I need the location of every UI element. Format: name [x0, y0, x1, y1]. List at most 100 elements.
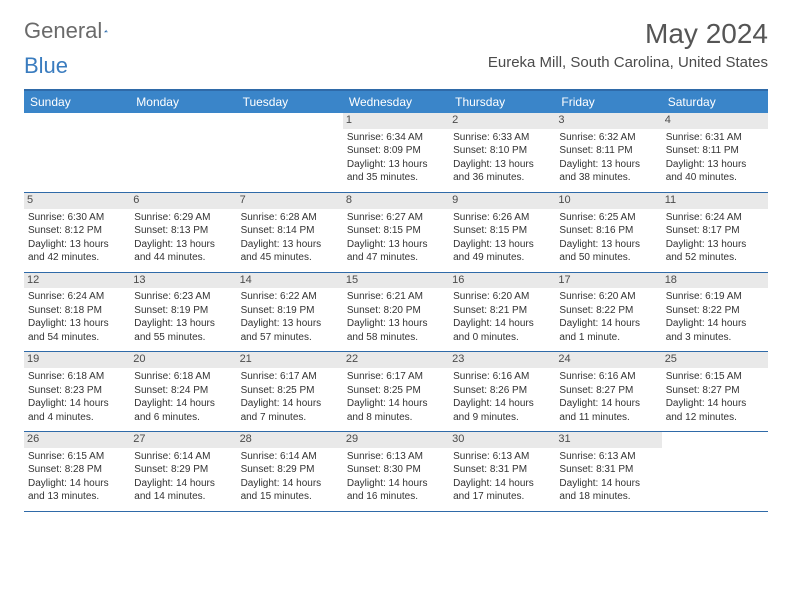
day-info-line: Sunset: 8:11 PM	[559, 145, 657, 158]
day-header: Sunday	[24, 91, 130, 113]
day-cell: 29Sunrise: 6:13 AMSunset: 8:30 PMDayligh…	[343, 432, 449, 511]
day-info-line: Daylight: 14 hours	[559, 398, 657, 411]
day-info-line: Sunrise: 6:24 AM	[666, 212, 764, 225]
day-info-line: and 8 minutes.	[347, 412, 445, 425]
day-cell	[130, 113, 236, 192]
day-info-line: and 44 minutes.	[134, 252, 232, 265]
day-info-line: Sunrise: 6:20 AM	[559, 291, 657, 304]
day-info-line: Daylight: 13 hours	[559, 159, 657, 172]
day-info-line: and 4 minutes.	[28, 412, 126, 425]
day-info-line: and 55 minutes.	[134, 332, 232, 345]
day-info-line: Sunrise: 6:16 AM	[453, 371, 551, 384]
day-cell: 4Sunrise: 6:31 AMSunset: 8:11 PMDaylight…	[662, 113, 768, 192]
day-info-line: Daylight: 13 hours	[28, 318, 126, 331]
day-info-line: Sunset: 8:23 PM	[28, 385, 126, 398]
day-info-line: Sunrise: 6:17 AM	[347, 371, 445, 384]
logo-word2: Blue	[24, 53, 68, 79]
day-info-line: Sunrise: 6:28 AM	[241, 212, 339, 225]
day-cell: 13Sunrise: 6:23 AMSunset: 8:19 PMDayligh…	[130, 273, 236, 352]
day-info-line: Sunrise: 6:20 AM	[453, 291, 551, 304]
day-info-line: Sunrise: 6:22 AM	[241, 291, 339, 304]
day-info-line: Sunrise: 6:18 AM	[28, 371, 126, 384]
day-info-line: Sunset: 8:10 PM	[453, 145, 551, 158]
day-info-line: Sunset: 8:11 PM	[666, 145, 764, 158]
day-info-line: Daylight: 14 hours	[666, 398, 764, 411]
day-cell: 16 Sunrise: 6:20 AMSunset: 8:21 PMDayligh…	[449, 273, 555, 352]
day-info-line: Daylight: 14 hours	[559, 318, 657, 331]
day-info-line: and 40 minutes.	[666, 172, 764, 185]
day-info-line: and 57 minutes.	[241, 332, 339, 345]
day-info-line: Daylight: 13 hours	[666, 159, 764, 172]
day-info-line: Daylight: 14 hours	[453, 318, 551, 331]
day-info-line: Sunset: 8:31 PM	[559, 464, 657, 477]
day-info-line: Daylight: 13 hours	[666, 239, 764, 252]
day-info-line: Sunrise: 6:26 AM	[453, 212, 551, 225]
day-number: 11	[662, 193, 768, 209]
day-number: 23	[449, 352, 555, 368]
day-number: 29	[343, 432, 449, 448]
day-number: 14	[237, 273, 343, 289]
day-cell	[662, 432, 768, 511]
day-info-line: and 15 minutes.	[241, 491, 339, 504]
day-info-line: Sunset: 8:19 PM	[241, 305, 339, 318]
day-info-line: and 38 minutes.	[559, 172, 657, 185]
logo-sail-icon	[104, 22, 108, 40]
day-info-line: and 52 minutes.	[666, 252, 764, 265]
day-number: 21	[237, 352, 343, 368]
day-number: 19	[24, 352, 130, 368]
day-number: 15	[343, 273, 449, 289]
day-number: 8	[343, 193, 449, 209]
day-info-line: and 54 minutes.	[28, 332, 126, 345]
day-info-line: Sunrise: 6:14 AM	[241, 451, 339, 464]
day-info-line: and 17 minutes.	[453, 491, 551, 504]
day-info-line: Sunrise: 6:13 AM	[559, 451, 657, 464]
day-number: 17	[555, 273, 661, 289]
day-info-line: and 9 minutes.	[453, 412, 551, 425]
day-cell: 5Sunrise: 6:30 AMSunset: 8:12 PMDaylight…	[24, 193, 130, 272]
day-info-line: Sunrise: 6:27 AM	[347, 212, 445, 225]
day-cell: 24Sunrise: 6:16 AMSunset: 8:27 PMDayligh…	[555, 352, 661, 431]
day-info-line: Daylight: 13 hours	[347, 239, 445, 252]
day-info-line: Daylight: 13 hours	[559, 239, 657, 252]
day-info-line: Sunset: 8:21 PM	[453, 305, 551, 318]
day-number: 5	[24, 193, 130, 209]
day-info-line: and 45 minutes.	[241, 252, 339, 265]
day-info-line: Sunrise: 6:18 AM	[134, 371, 232, 384]
day-number: 22	[343, 352, 449, 368]
weeks-container: 1Sunrise: 6:34 AMSunset: 8:09 PMDaylight…	[24, 113, 768, 512]
day-info-line: Sunset: 8:22 PM	[559, 305, 657, 318]
day-cell: 28Sunrise: 6:14 AMSunset: 8:29 PMDayligh…	[237, 432, 343, 511]
day-header-row: SundayMondayTuesdayWednesdayThursdayFrid…	[24, 91, 768, 113]
day-info-line: Sunset: 8:14 PM	[241, 225, 339, 238]
day-number: 16	[449, 273, 555, 289]
day-info-line: Sunrise: 6:34 AM	[347, 132, 445, 145]
day-info-line: Daylight: 13 hours	[134, 318, 232, 331]
day-info-line: and 42 minutes.	[28, 252, 126, 265]
day-info-line: Daylight: 13 hours	[241, 239, 339, 252]
day-info-line: and 1 minute.	[559, 332, 657, 345]
day-info-line: Sunset: 8:24 PM	[134, 385, 232, 398]
day-info-line: Daylight: 14 hours	[453, 478, 551, 491]
day-info-line: Sunset: 8:25 PM	[241, 385, 339, 398]
day-info-line: Sunrise: 6:21 AM	[347, 291, 445, 304]
day-info-line: Daylight: 13 hours	[347, 318, 445, 331]
day-cell: 6Sunrise: 6:29 AMSunset: 8:13 PMDaylight…	[130, 193, 236, 272]
day-cell: 15 Sunrise: 6:21 AMSunset: 8:20 PMDayligh…	[343, 273, 449, 352]
day-info-line: and 7 minutes.	[241, 412, 339, 425]
week-row: 1Sunrise: 6:34 AMSunset: 8:09 PMDaylight…	[24, 113, 768, 193]
day-info-line: Sunset: 8:29 PM	[134, 464, 232, 477]
day-info-line: Sunset: 8:20 PM	[347, 305, 445, 318]
day-number: 4	[662, 113, 768, 129]
day-info-line: Sunset: 8:15 PM	[347, 225, 445, 238]
day-info-line: Daylight: 14 hours	[134, 478, 232, 491]
day-info-line: Daylight: 13 hours	[453, 159, 551, 172]
day-number: 24	[555, 352, 661, 368]
day-info-line: Daylight: 14 hours	[666, 318, 764, 331]
day-number: 28	[237, 432, 343, 448]
day-info-line: Daylight: 13 hours	[134, 239, 232, 252]
calendar: SundayMondayTuesdayWednesdayThursdayFrid…	[24, 89, 768, 512]
day-info-line: Sunrise: 6:17 AM	[241, 371, 339, 384]
day-number: 1	[343, 113, 449, 129]
day-number: 13	[130, 273, 236, 289]
week-row: 12Sunrise: 6:24 AMSunset: 8:18 PMDayligh…	[24, 273, 768, 353]
